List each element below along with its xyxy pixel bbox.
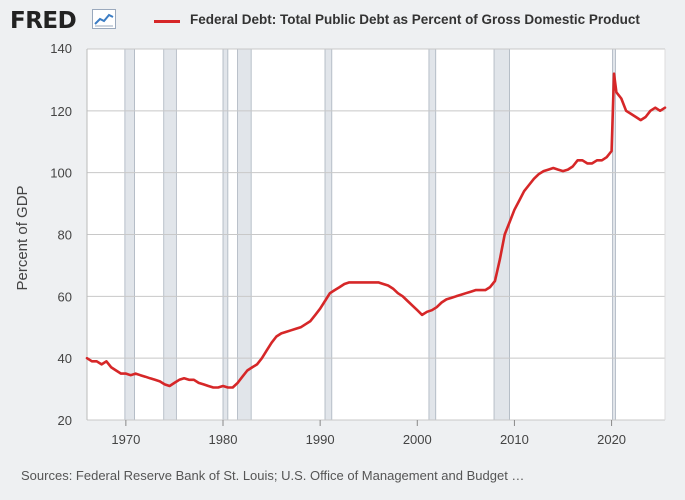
y-tick-label-20: 20 xyxy=(58,413,72,428)
series-line-0 xyxy=(85,72,667,389)
y-tick-label-80: 80 xyxy=(58,228,72,243)
y-tick-label-140: 140 xyxy=(50,41,72,56)
grid-lines xyxy=(86,48,666,421)
y-tick-label-120: 120 xyxy=(50,104,72,119)
chart-header: FRED Federal Debt: Total Public Debt as … xyxy=(10,6,680,36)
y-tick-label-40: 40 xyxy=(58,351,72,366)
x-tick-label-1990: 1990 xyxy=(306,432,335,447)
y-tick-label-60: 60 xyxy=(58,289,72,304)
source-note: Sources: Federal Reserve Bank of St. Lou… xyxy=(21,468,525,483)
y-axis-label: Percent of GDP xyxy=(14,185,31,290)
chart-title: Federal Debt: Total Public Debt as Perce… xyxy=(190,12,640,27)
y-tick-label-100: 100 xyxy=(50,166,72,181)
x-axis-ticks: 1970 1980 1990 2000 2010 2020 xyxy=(111,420,626,447)
x-tick-label-2000: 2000 xyxy=(403,432,432,447)
x-tick-label-1970: 1970 xyxy=(111,432,140,447)
legend-swatch xyxy=(154,20,180,23)
line-chart-icon xyxy=(92,9,116,29)
y-axis-ticks: 20 40 60 80 100 120 140 xyxy=(50,41,72,428)
x-tick-label-2020: 2020 xyxy=(597,432,626,447)
x-tick-label-1980: 1980 xyxy=(209,432,238,447)
series-group xyxy=(85,72,667,389)
x-tick-label-2010: 2010 xyxy=(500,432,529,447)
fred-logo[interactable]: FRED xyxy=(10,8,77,34)
